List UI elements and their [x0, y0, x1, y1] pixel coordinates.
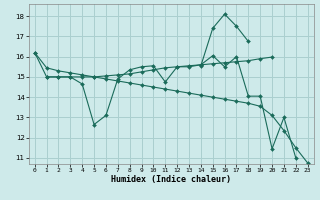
X-axis label: Humidex (Indice chaleur): Humidex (Indice chaleur): [111, 175, 231, 184]
